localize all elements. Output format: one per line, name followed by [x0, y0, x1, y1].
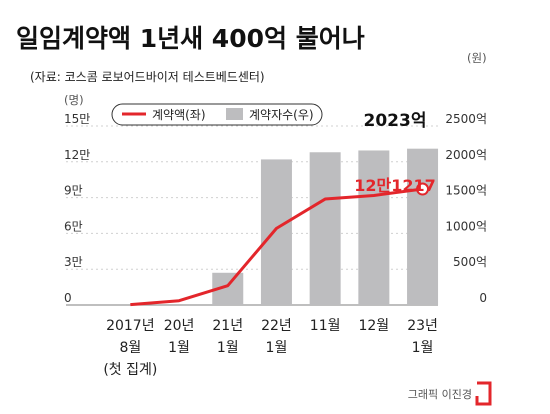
bars-series	[212, 148, 439, 305]
x-tick-label: 11월	[310, 318, 341, 334]
right-tick-label: 1500억	[445, 184, 487, 198]
line-series	[130, 182, 430, 307]
x-tick-label: 8월	[119, 340, 141, 356]
credit: 그래픽 이진경	[408, 388, 472, 401]
x-tick-label: 21년	[212, 318, 243, 334]
x-tick-label: 1월	[217, 340, 239, 356]
gridlines	[66, 125, 438, 306]
bar	[309, 152, 341, 305]
left-tick-label: 9만	[64, 184, 83, 198]
x-tick-label: 1월	[266, 340, 288, 356]
x-tick-label: (첫 집계)	[103, 362, 157, 378]
right-tick-label: 2500억	[445, 112, 487, 126]
chart-title: 일임계약액 1년새 400억 불어나	[16, 24, 365, 53]
left-tick-label: 12만	[64, 148, 90, 162]
legend: 계약액(좌) 계약자수(우)	[111, 103, 323, 126]
bar-top-annotation: 2023억	[364, 111, 427, 131]
chart-subtitle: (자료: 코스콤 로보어드바이저 테스트베드센터)	[30, 70, 265, 84]
x-tick-label: 20년	[164, 318, 195, 334]
left-axis-unit: (명)	[64, 93, 84, 107]
x-tick-label: 23년	[407, 318, 438, 334]
left-axis-ticks: 15만 12만 9만 6만 3만 0	[64, 112, 90, 305]
bar	[358, 150, 390, 305]
right-axis-unit: (원)	[467, 51, 487, 65]
x-tick-label: 22년	[261, 318, 292, 334]
legend-bar-swatch	[226, 108, 243, 120]
bar	[260, 159, 292, 305]
legend-box	[111, 103, 323, 126]
x-tick-label: 1월	[412, 340, 434, 356]
x-tick-label: 2017년	[106, 318, 155, 334]
line-end-marker	[416, 182, 430, 196]
bar	[407, 148, 439, 305]
legend-label-contractor-count: 계약자수(우)	[249, 107, 314, 122]
legend-label-contract-amount: 계약액(좌)	[152, 107, 206, 122]
publisher-logo-icon	[475, 381, 492, 406]
left-tick-label: 15만	[64, 112, 90, 126]
line-end-annotation: 12만1217	[354, 176, 436, 195]
line-series-path	[130, 187, 423, 307]
right-tick-label: 1000억	[445, 219, 487, 233]
left-tick-label: 0	[64, 291, 72, 305]
x-axis-labels: 2017년 8월 (첫 집계) 20년 1월 21년 1월 22년 1월 11월 12월 23년 1월	[103, 318, 438, 378]
right-axis-ticks: 2500억 2000억 1500억 1000억 500억 0	[445, 112, 487, 305]
x-tick-label: 12월	[358, 318, 389, 334]
right-tick-label: 2000억	[445, 148, 487, 162]
right-tick-label: 500억	[453, 255, 487, 269]
left-tick-label: 6만	[64, 219, 83, 233]
left-tick-label: 3만	[64, 255, 83, 269]
right-tick-label: 0	[479, 291, 487, 305]
x-tick-label: 1월	[168, 340, 190, 356]
